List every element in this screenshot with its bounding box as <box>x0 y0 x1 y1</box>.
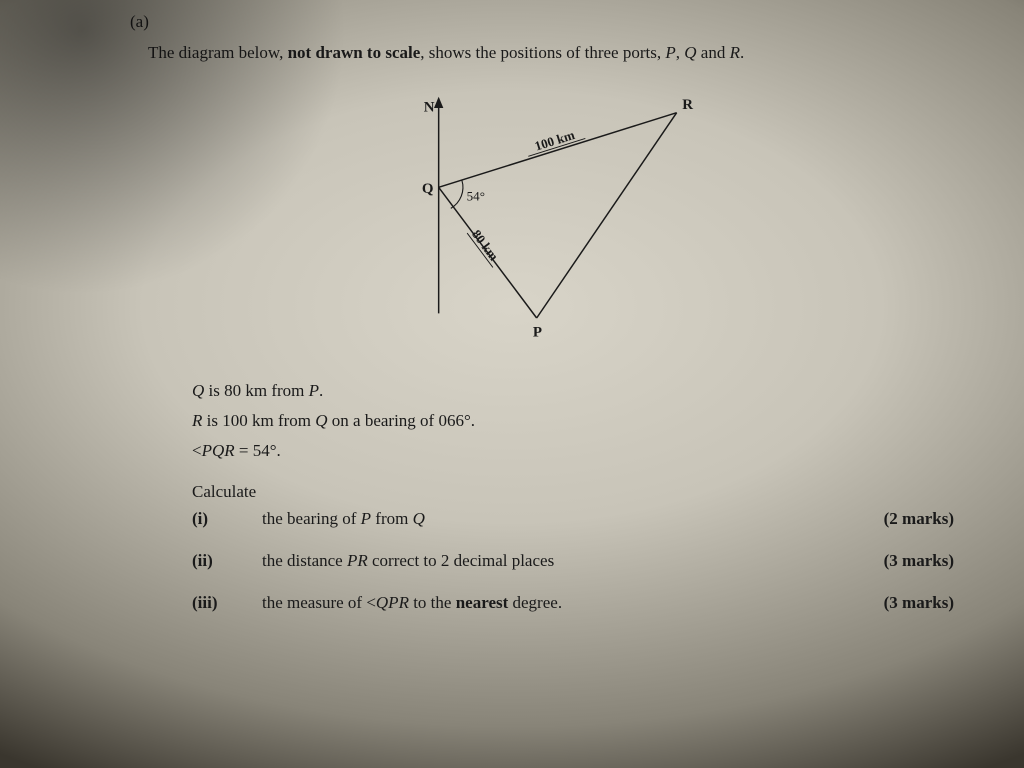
given-line: R is 100 km from Q on a bearing of 066°. <box>192 408 964 434</box>
svg-text:Q: Q <box>422 180 434 196</box>
question-row: (iii) the measure of <QPR to the nearest… <box>192 593 964 613</box>
question-marks: (3 marks) <box>834 593 964 613</box>
worksheet-page: (a) The diagram below, not drawn to scal… <box>0 0 1024 768</box>
question-number: (i) <box>192 509 262 529</box>
svg-text:54°: 54° <box>467 188 485 203</box>
question-number: (iii) <box>192 593 262 613</box>
svg-text:P: P <box>533 324 542 340</box>
question-text: the measure of <QPR to the nearest degre… <box>262 593 834 613</box>
question-marks: (2 marks) <box>834 509 964 529</box>
svg-text:R: R <box>682 96 693 112</box>
given-block: Q is 80 km from P. R is 100 km from Q on… <box>192 378 964 505</box>
question-number: (ii) <box>192 551 262 571</box>
given-line: Q is 80 km from P. <box>192 378 964 404</box>
intro-text: The diagram below, not drawn to scale, s… <box>148 40 964 66</box>
svg-text:N: N <box>424 99 435 115</box>
question-marks: (3 marks) <box>834 551 964 571</box>
part-label: (a) <box>130 12 964 32</box>
question-row: (i) the bearing of P from Q (2 marks) <box>192 509 964 529</box>
calculate-heading: Calculate <box>192 479 964 505</box>
question-text: the distance PR correct to 2 decimal pla… <box>262 551 834 571</box>
given-line: <PQR = 54°. <box>192 438 964 464</box>
triangle-diagram: NQRP54°100 km80 km <box>322 80 742 360</box>
svg-text:100 km: 100 km <box>533 127 577 154</box>
figure-container: NQRP54°100 km80 km <box>100 80 964 360</box>
question-text: the bearing of P from Q <box>262 509 834 529</box>
question-row: (ii) the distance PR correct to 2 decima… <box>192 551 964 571</box>
